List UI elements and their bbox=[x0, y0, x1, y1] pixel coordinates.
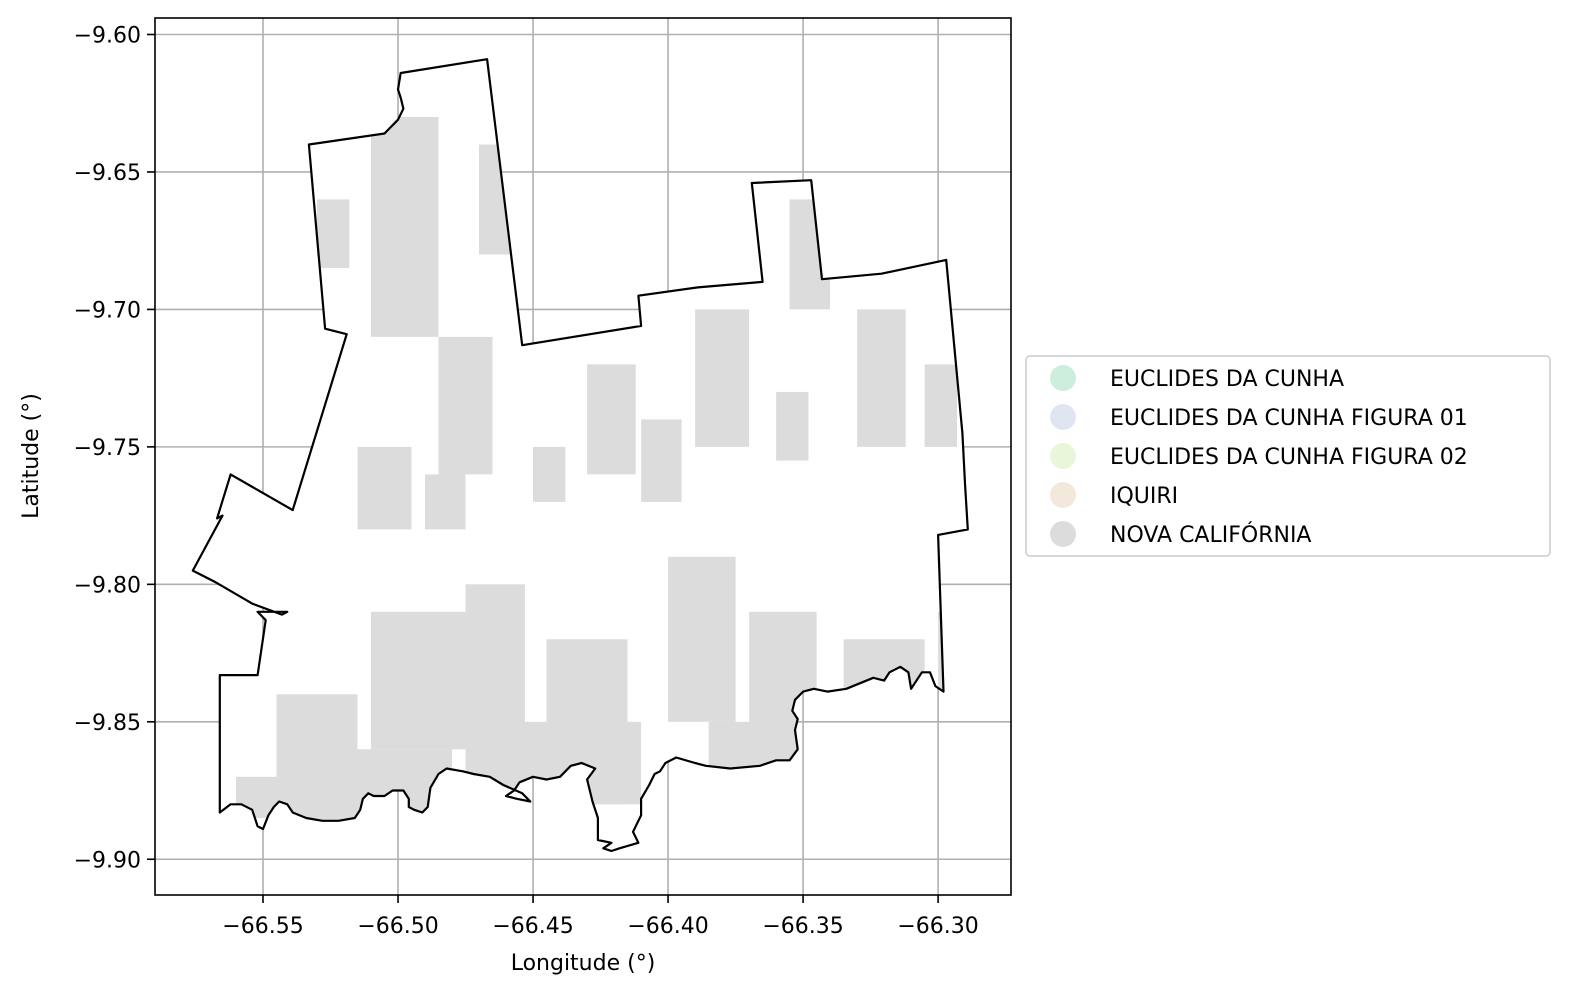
legend-entry-label: EUCLIDES DA CUNHA bbox=[1110, 367, 1344, 392]
developed-area-patch bbox=[857, 309, 906, 447]
y-tick-label: −9.75 bbox=[74, 436, 141, 461]
y-tick-label: −9.90 bbox=[74, 848, 141, 873]
developed-area-patch bbox=[776, 391, 809, 461]
y-tick-label: −9.65 bbox=[74, 161, 141, 186]
y-tick-label: −9.60 bbox=[74, 23, 141, 48]
developed-area-patch bbox=[425, 474, 466, 530]
developed-area-patch bbox=[587, 721, 642, 805]
legend: EUCLIDES DA CUNHA EUCLIDES DA CUNHA FIGUR… bbox=[1025, 355, 1551, 557]
developed-area-patch bbox=[438, 336, 493, 475]
developed-area-patch bbox=[357, 446, 412, 530]
municipality-boundary bbox=[191, 58, 969, 853]
x-tick-label: −66.45 bbox=[492, 914, 573, 939]
x-tick-label: −66.30 bbox=[897, 914, 978, 939]
legend-entry-label: EUCLIDES DA CUNHA FIGURA 01 bbox=[1110, 406, 1468, 431]
x-tick-label: −66.55 bbox=[222, 914, 303, 939]
x-tick-label: −66.40 bbox=[627, 914, 708, 939]
legend-marker bbox=[1050, 443, 1076, 469]
legend-marker bbox=[1050, 404, 1076, 430]
legend-entry-label: NOVA CALIFÓRNIA bbox=[1110, 522, 1311, 548]
developed-area-patch bbox=[924, 364, 957, 447]
developed-area-patch bbox=[479, 144, 533, 255]
y-axis-label: Latitude (°) bbox=[19, 393, 44, 519]
developed-area-patch bbox=[668, 556, 736, 722]
developed-area-patch bbox=[789, 199, 831, 310]
developed-area-patch bbox=[317, 199, 350, 269]
legend-marker bbox=[1050, 482, 1076, 508]
y-tick-label: −9.85 bbox=[74, 711, 141, 736]
developed-area-patch bbox=[695, 309, 750, 447]
developed-area-patch bbox=[371, 611, 466, 750]
developed-area-patch bbox=[533, 446, 566, 502]
x-tick-label: −66.35 bbox=[762, 914, 843, 939]
y-tick-label: −9.70 bbox=[74, 298, 141, 323]
x-tick-label: −66.50 bbox=[357, 914, 438, 939]
developed-area-patch bbox=[236, 776, 290, 818]
developed-area-patch bbox=[587, 364, 636, 475]
developed-area-patch bbox=[371, 117, 439, 337]
x-axis-label: Longitude (°) bbox=[511, 951, 656, 976]
legend-frame bbox=[1025, 355, 1551, 557]
developed-area-patch bbox=[641, 419, 682, 502]
legend-entry-label: EUCLIDES DA CUNHA FIGURA 02 bbox=[1110, 445, 1468, 470]
legend-marker bbox=[1050, 365, 1076, 391]
developed-area-patch bbox=[479, 721, 547, 791]
y-tick-label: −9.80 bbox=[74, 573, 141, 598]
developed-area-patch bbox=[843, 639, 925, 777]
legend-marker bbox=[1050, 521, 1076, 547]
legend-entry-label: IQUIRI bbox=[1110, 484, 1178, 509]
